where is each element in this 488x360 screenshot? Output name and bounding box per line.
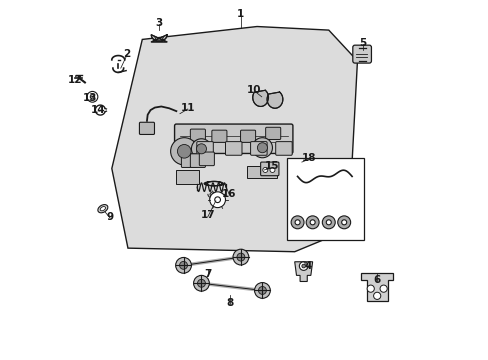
Polygon shape — [294, 262, 312, 282]
Text: 6: 6 — [373, 275, 380, 285]
Text: 15: 15 — [264, 161, 279, 171]
Circle shape — [269, 167, 274, 172]
Circle shape — [254, 283, 270, 298]
Circle shape — [179, 261, 187, 269]
Polygon shape — [112, 27, 357, 252]
Text: 3: 3 — [155, 18, 163, 28]
Circle shape — [209, 192, 225, 208]
Text: 1: 1 — [237, 9, 244, 19]
Circle shape — [262, 167, 267, 172]
Ellipse shape — [100, 207, 105, 211]
Circle shape — [237, 253, 244, 261]
Circle shape — [299, 262, 307, 270]
Text: 16: 16 — [222, 189, 236, 199]
Polygon shape — [252, 90, 268, 107]
FancyBboxPatch shape — [190, 154, 205, 167]
Circle shape — [177, 144, 191, 158]
FancyBboxPatch shape — [196, 141, 213, 155]
Ellipse shape — [98, 204, 108, 213]
Circle shape — [257, 143, 267, 153]
Text: 2: 2 — [123, 49, 130, 59]
Circle shape — [309, 220, 314, 225]
FancyBboxPatch shape — [174, 124, 292, 153]
Polygon shape — [361, 273, 392, 301]
FancyBboxPatch shape — [199, 152, 214, 166]
Circle shape — [294, 220, 300, 225]
Circle shape — [252, 138, 272, 158]
FancyBboxPatch shape — [225, 141, 242, 155]
FancyBboxPatch shape — [181, 154, 196, 167]
FancyBboxPatch shape — [275, 141, 292, 155]
FancyBboxPatch shape — [175, 170, 198, 184]
Circle shape — [301, 264, 305, 268]
Circle shape — [337, 216, 350, 229]
Circle shape — [366, 285, 373, 292]
FancyBboxPatch shape — [240, 130, 255, 142]
FancyBboxPatch shape — [265, 127, 280, 139]
Circle shape — [290, 216, 304, 229]
Circle shape — [233, 249, 248, 265]
Text: 12: 12 — [68, 75, 82, 85]
Circle shape — [258, 287, 266, 294]
FancyBboxPatch shape — [250, 141, 266, 155]
Circle shape — [191, 139, 211, 159]
Circle shape — [197, 279, 205, 287]
Text: 14: 14 — [91, 105, 105, 115]
Text: 4: 4 — [304, 261, 311, 271]
Polygon shape — [151, 35, 167, 42]
FancyBboxPatch shape — [139, 122, 154, 134]
FancyBboxPatch shape — [211, 130, 226, 142]
Circle shape — [373, 292, 380, 300]
Text: 9: 9 — [106, 212, 113, 221]
Text: 17: 17 — [200, 210, 215, 220]
Circle shape — [196, 144, 206, 154]
Text: 13: 13 — [82, 93, 97, 103]
FancyBboxPatch shape — [247, 166, 277, 178]
Text: 18: 18 — [301, 153, 316, 163]
Circle shape — [214, 197, 220, 203]
FancyBboxPatch shape — [352, 45, 371, 63]
Circle shape — [341, 220, 346, 225]
Circle shape — [87, 91, 98, 102]
Circle shape — [175, 257, 191, 273]
Circle shape — [193, 275, 209, 291]
Circle shape — [325, 220, 330, 225]
Text: 11: 11 — [180, 103, 195, 113]
Text: 8: 8 — [226, 298, 233, 308]
Text: 10: 10 — [247, 85, 261, 95]
Text: 7: 7 — [204, 269, 211, 279]
Circle shape — [322, 216, 335, 229]
Circle shape — [379, 285, 386, 292]
Text: 5: 5 — [359, 38, 366, 48]
FancyBboxPatch shape — [260, 162, 278, 176]
Circle shape — [305, 216, 319, 229]
Bar — [286, 158, 363, 240]
FancyBboxPatch shape — [190, 129, 205, 141]
Circle shape — [90, 95, 94, 99]
Circle shape — [170, 138, 198, 165]
Polygon shape — [266, 92, 282, 108]
